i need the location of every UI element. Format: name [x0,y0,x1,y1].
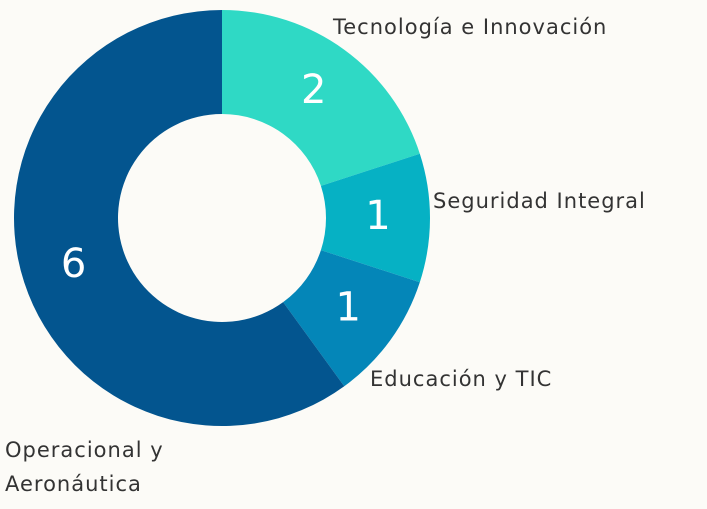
category-label: Seguridad Integral [433,189,646,213]
value-label: 2 [301,67,326,113]
category-label: Operacional y Aeronáutica [5,438,164,496]
category-label: Educación y TIC [370,367,553,391]
donut-segment [283,250,420,387]
donut-segment [14,10,345,426]
category-label: Tecnología e Innovación [333,15,608,39]
donut-segment [320,153,431,283]
donut-segment [222,10,420,186]
value-label: 6 [61,241,86,287]
value-label: 1 [335,285,360,331]
value-label: 1 [365,193,390,239]
